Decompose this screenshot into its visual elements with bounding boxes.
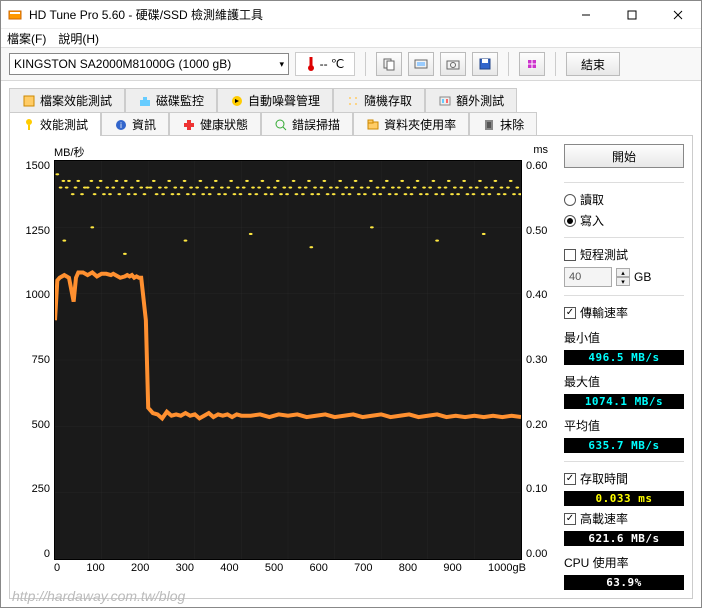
drive-select[interactable]: KINGSTON SA2000M81000G (1000 gB) ▾	[9, 53, 289, 75]
temperature-display: -- ℃	[295, 52, 355, 76]
maximize-button[interactable]	[609, 1, 655, 29]
yaxis-left-ticks: 1500125010007505002500	[18, 160, 54, 560]
tab-icon	[230, 94, 244, 108]
short-test-checkbox[interactable]: 短程測試	[564, 246, 684, 263]
radio-icon	[564, 194, 576, 206]
copy-info-button[interactable]	[376, 52, 402, 76]
close-button[interactable]	[655, 1, 701, 29]
tab2-4[interactable]: 資料夾使用率	[353, 112, 469, 136]
transfer-rate-checkbox[interactable]: 傳輸速率	[564, 304, 684, 321]
tab2-5[interactable]: 抹除	[469, 112, 537, 136]
min-value: 496.5 MB/s	[564, 350, 684, 365]
access-value: 0.033 ms	[564, 491, 684, 506]
burst-rate-checkbox[interactable]: 高載速率	[564, 510, 684, 527]
tab-icon	[366, 118, 380, 132]
side-panel: 開始 讀取 寫入 短程測試 ▴▾ GB 傳輸速率 最小值 496.5 MB/s …	[564, 144, 684, 590]
save-button[interactable]	[472, 52, 498, 76]
tab-1[interactable]: 磁碟監控	[125, 88, 217, 112]
watermark: http://hardaway.com.tw/blog	[12, 588, 185, 604]
write-radio[interactable]: 寫入	[564, 212, 684, 229]
avg-value: 635.7 MB/s	[564, 438, 684, 453]
toolbar: KINGSTON SA2000M81000G (1000 gB) ▾ -- ℃ …	[1, 48, 701, 81]
tab-4[interactable]: 額外測試	[425, 88, 517, 112]
yaxis-left-label: MB/秒	[54, 144, 85, 160]
checkbox-icon	[564, 249, 576, 261]
copy-screenshot-button[interactable]	[408, 52, 434, 76]
max-value: 1074.1 MB/s	[564, 394, 684, 409]
tab2-2[interactable]: 健康狀態	[169, 112, 261, 136]
chart-region: MB/秒 ms 1500125010007505002500 0.600.500…	[18, 144, 556, 590]
menubar: 檔案(F) 說明(H)	[1, 29, 701, 48]
short-test-size: ▴▾ GB	[564, 267, 684, 287]
read-radio[interactable]: 讀取	[564, 191, 684, 208]
max-label: 最大值	[564, 373, 684, 390]
avg-label: 平均值	[564, 417, 684, 434]
checkbox-icon	[564, 513, 576, 525]
content-area: MB/秒 ms 1500125010007505002500 0.600.500…	[9, 135, 693, 599]
drive-name: KINGSTON SA2000M81000G (1000 gB)	[14, 57, 231, 71]
exit-button[interactable]: 結束	[566, 52, 620, 76]
tab-icon: i	[114, 118, 128, 132]
chevron-down-icon: ▾	[279, 59, 284, 70]
cpu-label: CPU 使用率	[564, 554, 684, 571]
svg-text:i: i	[120, 121, 122, 130]
titlebar: HD Tune Pro 5.60 - 硬碟/SSD 檢測維護工具	[1, 1, 701, 29]
tab2-0[interactable]: 效能測試	[9, 112, 101, 136]
tab2-1[interactable]: i資訊	[101, 112, 169, 136]
tab-icon	[138, 94, 152, 108]
tab-icon	[182, 118, 196, 132]
size-spinner[interactable]: ▴▾	[616, 268, 630, 286]
window-title: HD Tune Pro 5.60 - 硬碟/SSD 檢測維護工具	[29, 6, 563, 23]
checkbox-icon	[564, 307, 576, 319]
benchmark-chart	[54, 160, 522, 560]
app-icon	[7, 7, 23, 23]
cpu-value: 63.9%	[564, 575, 684, 590]
tab-0[interactable]: 檔案效能測試	[9, 88, 125, 112]
tab-icon	[346, 94, 360, 108]
tab2-3[interactable]: 錯誤掃描	[261, 112, 353, 136]
yaxis-right-ticks: 0.600.500.400.300.200.100.00	[522, 160, 556, 560]
tab-2[interactable]: 自動噪聲管理	[217, 88, 333, 112]
burst-value: 621.6 MB/s	[564, 531, 684, 546]
minimize-button[interactable]	[563, 1, 609, 29]
radio-icon	[564, 215, 576, 227]
start-button[interactable]: 開始	[564, 144, 684, 168]
access-time-checkbox[interactable]: 存取時間	[564, 470, 684, 487]
yaxis-right-label: ms	[533, 144, 548, 160]
thermometer-icon	[306, 56, 316, 72]
menu-file[interactable]: 檔案(F)	[7, 30, 46, 47]
size-input[interactable]	[564, 267, 612, 287]
tab-icon	[438, 94, 452, 108]
checkbox-icon	[564, 473, 576, 485]
main-window: HD Tune Pro 5.60 - 硬碟/SSD 檢測維護工具 檔案(F) 說…	[0, 0, 702, 608]
xaxis-ticks: 01002003004005006007008009001000gB	[18, 560, 556, 574]
tab-icon	[22, 118, 36, 132]
menu-help[interactable]: 說明(H)	[58, 30, 99, 47]
tab-icon	[22, 94, 36, 108]
min-label: 最小值	[564, 329, 684, 346]
camera-button[interactable]	[440, 52, 466, 76]
tab-3[interactable]: 隨機存取	[333, 88, 425, 112]
tabs: 檔案效能測試磁碟監控自動噪聲管理隨機存取額外測試 效能測試i資訊健康狀態錯誤掃描…	[1, 81, 701, 135]
tab-icon	[274, 118, 288, 132]
tab-icon	[482, 118, 496, 132]
options-button[interactable]	[519, 52, 545, 76]
